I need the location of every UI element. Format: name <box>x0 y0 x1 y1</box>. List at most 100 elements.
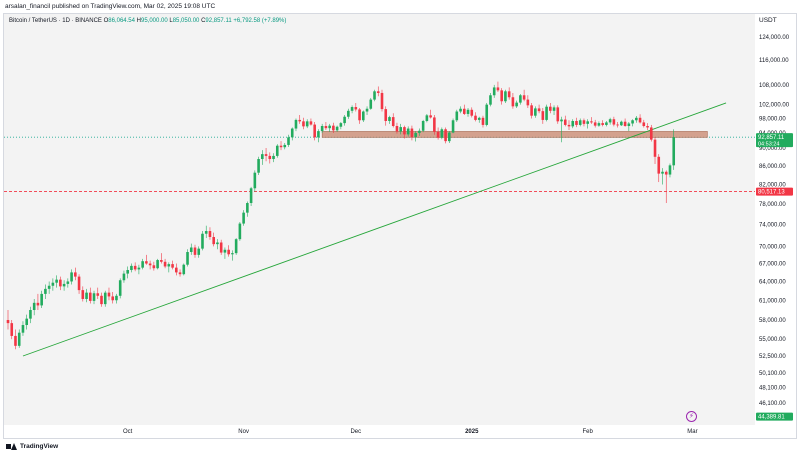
candle-body <box>354 107 358 110</box>
candle <box>208 227 212 240</box>
candle <box>485 102 489 127</box>
candle <box>77 274 81 294</box>
candle <box>335 125 339 132</box>
lightning-icon[interactable]: ⚡ <box>686 411 697 422</box>
candle <box>376 86 380 97</box>
candle <box>275 144 279 158</box>
change-value: +6,792.58 (+7.89%) <box>233 18 287 24</box>
candle <box>549 102 552 114</box>
candle-body <box>189 247 193 253</box>
candle <box>534 106 537 118</box>
candle <box>612 116 616 127</box>
candle-body <box>511 97 515 107</box>
candle <box>156 258 159 270</box>
candle-body <box>223 249 227 253</box>
candle <box>605 120 608 127</box>
candle <box>126 266 129 279</box>
candle <box>526 95 530 109</box>
candle-body <box>608 119 612 123</box>
candle-body <box>261 154 264 160</box>
candle <box>477 116 481 123</box>
candle-body <box>253 172 257 189</box>
candle <box>88 287 92 304</box>
candle <box>182 263 186 276</box>
candle <box>347 108 350 119</box>
candle-body <box>70 272 73 282</box>
candle <box>253 170 257 192</box>
candle <box>268 152 272 164</box>
candle <box>597 121 601 127</box>
candle <box>51 278 55 291</box>
candle-body <box>605 122 608 125</box>
candle-body <box>627 123 631 127</box>
low-value: 85,050.00 <box>172 18 200 24</box>
candle-body <box>175 267 178 273</box>
time-label: Mar <box>687 429 697 435</box>
candle <box>455 109 459 123</box>
price-badge-bg <box>756 412 793 421</box>
candle-body <box>238 223 242 240</box>
candle <box>627 122 631 132</box>
candle-body <box>313 124 316 138</box>
candle <box>212 232 215 247</box>
candle <box>118 278 122 299</box>
candle-body <box>653 139 657 157</box>
candle-body <box>100 295 103 305</box>
candle <box>261 150 264 165</box>
chart-frame <box>3 13 797 439</box>
candle <box>160 253 163 264</box>
candle <box>294 118 298 132</box>
candle-body <box>328 125 331 129</box>
candle <box>287 134 290 147</box>
symbol-legend[interactable]: Bitcoin / TetherUS · 1D · BINANCE O86,06… <box>9 18 286 24</box>
candle <box>388 115 391 124</box>
candle <box>317 129 320 143</box>
candle-body <box>77 276 81 291</box>
candle-body <box>391 117 395 127</box>
candle-body <box>268 155 272 160</box>
candle-body <box>414 132 417 138</box>
plot-area[interactable] <box>4 14 755 425</box>
candle <box>616 122 619 128</box>
time-label: 2025 <box>465 429 479 435</box>
candle <box>545 104 548 122</box>
candle <box>186 249 189 267</box>
candle-body <box>601 123 604 125</box>
candle <box>55 275 58 288</box>
candle-body <box>343 116 346 124</box>
candle <box>635 116 638 123</box>
candle <box>130 263 133 273</box>
candle-body <box>470 109 474 116</box>
candle <box>111 292 115 304</box>
candle <box>354 102 358 112</box>
candle <box>537 104 541 114</box>
candle <box>40 290 43 309</box>
candle <box>358 108 361 124</box>
candle <box>642 119 646 128</box>
candle-body <box>575 120 578 125</box>
price-badge: 44,389.81 <box>756 412 793 421</box>
candle <box>320 123 324 133</box>
candle <box>107 287 111 301</box>
currency-label[interactable]: USDT <box>759 17 777 24</box>
candle-body <box>317 131 320 138</box>
candle <box>470 107 474 118</box>
candle-body <box>661 171 664 174</box>
price-badge-value: 80,517.13 <box>758 190 785 196</box>
candle <box>242 210 245 226</box>
candle <box>85 288 88 303</box>
candle-body <box>530 105 533 116</box>
candle-body <box>672 137 676 166</box>
candle <box>578 118 582 127</box>
candle <box>193 244 197 258</box>
candle <box>21 321 25 336</box>
candle <box>6 310 10 330</box>
candle-body <box>302 121 305 127</box>
candle <box>444 127 447 144</box>
candle-body <box>55 279 58 283</box>
candle <box>575 117 578 128</box>
candle-body <box>586 121 589 124</box>
candle <box>74 267 77 281</box>
